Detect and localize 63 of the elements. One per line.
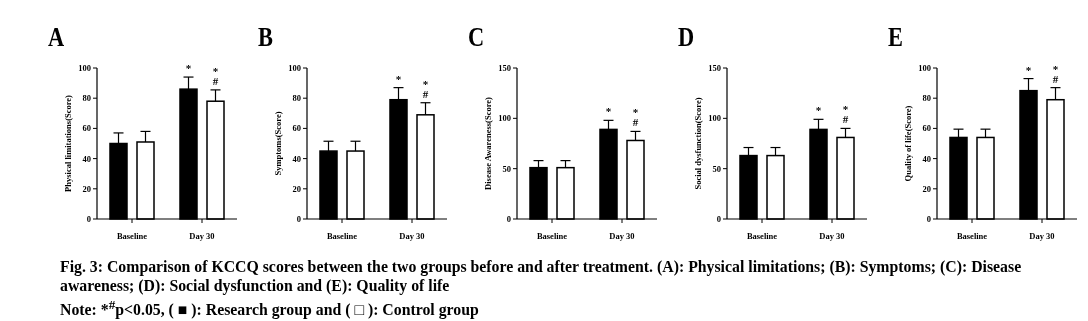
y-tick-label: 0 bbox=[716, 214, 721, 224]
y-tick-label: 50 bbox=[712, 163, 721, 174]
y-tick-label: 0 bbox=[86, 214, 91, 224]
y-tick-label: 60 bbox=[292, 123, 301, 134]
text: * bbox=[632, 106, 639, 119]
y-axis-title: Disease Awareness(Score) bbox=[483, 96, 493, 190]
text: * bbox=[422, 77, 429, 90]
x-tick-label: Day 30 bbox=[189, 231, 215, 241]
text: # bbox=[842, 113, 849, 126]
y-axis-title: Social dysfunction(Score) bbox=[693, 97, 703, 190]
x-tick-label: Day 30 bbox=[399, 231, 425, 241]
y-tick-label: 100 bbox=[708, 113, 721, 124]
chart-title: A bbox=[48, 20, 65, 52]
text: * bbox=[212, 64, 219, 77]
y-axis-title: Symptoms(Score) bbox=[273, 111, 283, 176]
x-tick-label: Baseline bbox=[326, 231, 358, 241]
x-tick-label: Baseline bbox=[956, 231, 988, 241]
y-tick-label: 60 bbox=[922, 123, 931, 134]
text: * bbox=[842, 103, 849, 116]
x-tick-label: Baseline bbox=[536, 231, 568, 241]
chart-title: B bbox=[258, 20, 274, 52]
y-tick-label: 100 bbox=[918, 63, 931, 73]
x-tick-label: Day 30 bbox=[1029, 231, 1055, 241]
y-tick-label: 100 bbox=[78, 63, 91, 73]
caption: Fig. 3: Comparison of KCCQ scores between the two groups before and after treatment. (A): Physical limitations; (B): Symptoms; (C): Disease awareness; (D): Social dysfunction and (E): Quality of life bbox=[60, 257, 1023, 295]
data-label: * bbox=[815, 104, 822, 117]
text: # bbox=[1052, 72, 1059, 85]
y-tick-label: 40 bbox=[922, 153, 931, 164]
y-tick-label: 40 bbox=[82, 153, 91, 164]
chart-title: E bbox=[888, 20, 903, 52]
y-tick-label: 50 bbox=[502, 163, 511, 174]
text: * bbox=[1052, 62, 1059, 75]
chart-title: C bbox=[468, 20, 485, 52]
y-tick-label: 100 bbox=[498, 113, 511, 124]
x-tick-label: Day 30 bbox=[819, 231, 845, 241]
text: # bbox=[212, 74, 219, 87]
y-tick-label: 0 bbox=[296, 214, 301, 224]
y-tick-label: 40 bbox=[292, 153, 301, 164]
y-tick-label: 80 bbox=[922, 93, 931, 104]
y-tick-label: 20 bbox=[82, 183, 91, 194]
y-axis-title: Quality of life(Score) bbox=[903, 105, 913, 182]
y-tick-label: 150 bbox=[498, 63, 511, 73]
data-label: * bbox=[1025, 63, 1032, 76]
x-tick-label: Day 30 bbox=[609, 231, 635, 241]
text: # bbox=[422, 87, 429, 100]
y-axis-title: Physical limitations(Score) bbox=[63, 94, 73, 192]
data-label: * bbox=[605, 105, 612, 118]
x-tick-label: Baseline bbox=[116, 231, 148, 241]
y-tick-label: 150 bbox=[708, 63, 721, 73]
y-tick-label: 20 bbox=[922, 183, 931, 194]
y-tick-label: 0 bbox=[506, 214, 511, 224]
y-tick-label: 80 bbox=[82, 93, 91, 104]
text: # bbox=[632, 116, 639, 129]
y-tick-label: 0 bbox=[926, 214, 931, 224]
y-tick-label: 60 bbox=[82, 123, 91, 134]
data-label: * bbox=[395, 72, 402, 85]
text: Note: *$^{#}$p<0.05, ( ■ ): Research group and ( □ ): Control group bbox=[60, 296, 480, 320]
x-tick-label: Baseline bbox=[746, 231, 778, 241]
y-tick-label: 80 bbox=[292, 93, 301, 104]
y-tick-label: 100 bbox=[288, 63, 301, 73]
y-tick-label: 20 bbox=[292, 183, 301, 194]
chart-title: D bbox=[678, 20, 695, 52]
data-label: * bbox=[185, 62, 192, 75]
